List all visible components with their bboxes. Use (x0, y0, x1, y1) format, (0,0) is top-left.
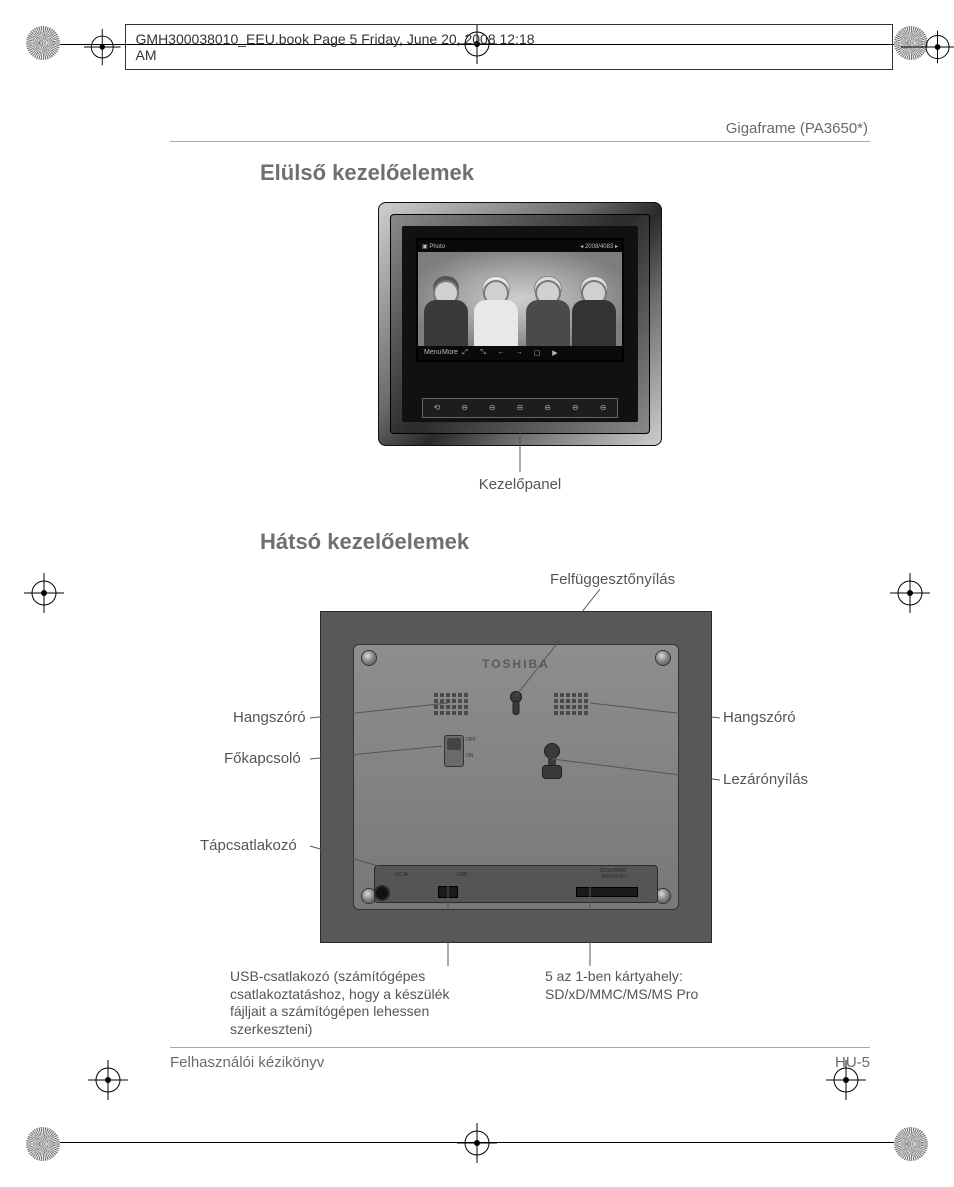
lcd-footer-item: ⤡ (478, 349, 488, 357)
port-well: DC IN USB SD/xD/MMC MS/MS Pro (374, 865, 658, 903)
framemaker-header: GMH300038010_EEU.book Page 5 Friday, Jun… (84, 24, 954, 70)
label-lock: Lezárónyílás (723, 771, 808, 788)
label-speaker-right: Hangszóró (723, 709, 796, 726)
page-footer: Felhasználói kézikönyv HU-5 (170, 1047, 870, 1071)
heading-front: Elülső kezelőelemek (260, 160, 870, 186)
footer-left: Felhasználói kézikönyv (170, 1054, 324, 1071)
label-suspension-hole: Felfüggesztőnyílás (550, 571, 675, 588)
lcd-photo (418, 252, 622, 346)
divider (170, 141, 870, 142)
printer-mark-icon (894, 1127, 928, 1161)
dc-jack-icon (376, 887, 388, 899)
photo-person-icon (424, 280, 468, 346)
power-switch-icon (444, 735, 464, 767)
control-strip-button: ⟲ (433, 404, 441, 412)
card-slot-icon (576, 887, 638, 897)
reg-crosshair-icon (88, 1060, 128, 1100)
printer-mark-icon (26, 1127, 60, 1161)
doc-header-text: GMH300038010_EEU.book Page 5 Friday, Jun… (125, 24, 894, 70)
screw-icon (656, 889, 670, 903)
leader-line (520, 428, 521, 472)
control-strip-button: ⊖ (571, 404, 579, 412)
label-card: 5 az 1-ben kártyahely: SD/xD/MMC/MS/MS P… (545, 968, 745, 1003)
control-strip-button: ⊖ (461, 404, 469, 412)
label-dc: Tápcsatlakozó (200, 837, 297, 854)
lcd-footer-item: → (514, 349, 524, 357)
label-speaker-left: Hangszóró (233, 709, 306, 726)
switch-off-label: OFF (466, 737, 476, 743)
speaker-left-icon (434, 693, 478, 721)
lock-hole-icon (540, 743, 564, 779)
lcd-footer: Menu More ⤢ ⤡ ← → ▢ ▶ (418, 346, 622, 360)
switch-on-label: ON (466, 753, 474, 759)
lcd-header: ▣ Photo ◂ 2008/4083 ▸ (418, 240, 622, 252)
heading-rear: Hátsó kezelőelemek (260, 529, 870, 555)
suspension-hole-icon (509, 691, 523, 715)
lcd-header-right: ◂ 2008/4083 ▸ (580, 243, 618, 250)
control-strip-button: ⊖ (544, 404, 552, 412)
speaker-right-icon (554, 693, 598, 721)
lcd-footer-item: ← (496, 349, 506, 357)
lcd-footer-item: More (442, 349, 452, 357)
rear-back-plate: TOSHIBA OFF ON DC IN (353, 644, 679, 910)
reg-crosshair-icon (457, 1123, 497, 1163)
label-usb: USB-csatlakozó (számítógépes csatlakozta… (230, 968, 480, 1038)
lcd-footer-item: Menu (424, 349, 434, 357)
footer-right: HU-5 (835, 1054, 870, 1071)
label-power: Főkapcsoló (224, 750, 301, 767)
brand-logo: TOSHIBA (354, 657, 678, 671)
content-area: Gigaframe (PA3650*) Elülső kezelőelemek … (170, 120, 870, 1031)
rear-frame: TOSHIBA OFF ON DC IN (320, 611, 712, 943)
dc-port-tag: DC IN (395, 872, 409, 878)
usb-port-icon (438, 886, 458, 898)
reg-crosshair-icon (24, 573, 64, 613)
model-name: Gigaframe (PA3650*) (170, 120, 870, 137)
photo-person-icon (572, 280, 616, 346)
reg-crosshair-icon (890, 573, 930, 613)
book-ornament-icon (901, 28, 954, 66)
card-port-tag: SD/xD/MMC MS/MS Pro (599, 868, 627, 880)
book-ornament-icon (84, 28, 121, 66)
control-strip: ⟲ ⊖ ⊖ ⊖ ⊖ ⊖ ⊖ (422, 398, 618, 418)
photo-person-icon (474, 280, 518, 346)
control-strip-button: ⊖ (599, 404, 607, 412)
control-strip-button: ⊖ (488, 404, 496, 412)
photo-person-icon (526, 280, 570, 346)
front-caption: Kezelőpanel (170, 476, 870, 493)
usb-port-tag: USB (457, 872, 467, 878)
lcd-footer-item: ▢ (532, 349, 542, 357)
lcd-header-left: ▣ Photo (422, 243, 445, 250)
printer-mark-icon (26, 26, 60, 60)
divider (170, 1047, 870, 1048)
lcd-screen: ▣ Photo ◂ 2008/4083 ▸ Menu More ⤢ ⤡ ← → ▢ ▶ (416, 238, 624, 362)
control-strip-button: ⊖ (516, 404, 524, 412)
rear-figure: Felfüggesztőnyílás TOSHIBA (170, 571, 870, 1031)
page: GMH300038010_EEU.book Page 5 Friday, Jun… (0, 0, 954, 1187)
lcd-footer-item: ▶ (550, 349, 560, 357)
lcd-footer-item: ⤢ (460, 349, 470, 357)
front-figure: ▣ Photo ◂ 2008/4083 ▸ Menu More ⤢ ⤡ ← → ▢ ▶ ⟲ ⊖ ⊖… (378, 202, 662, 446)
